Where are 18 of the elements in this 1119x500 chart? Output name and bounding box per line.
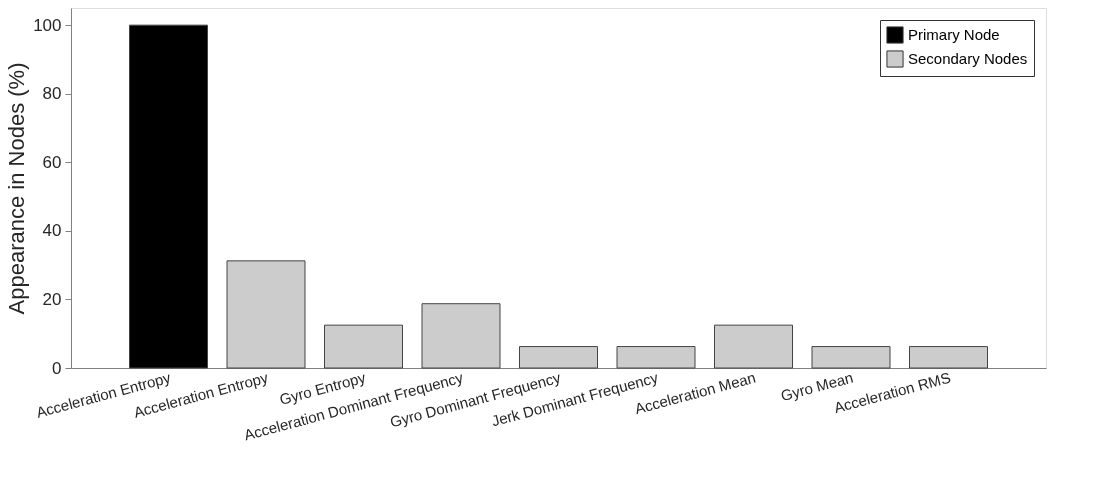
bar <box>811 346 891 369</box>
y-tick-label: 20 <box>42 289 62 309</box>
bar <box>714 324 793 369</box>
bar <box>909 346 988 369</box>
y-axis-title: Appearance in Nodes (%) <box>4 62 30 315</box>
legend-label: Primary Node <box>908 26 1000 43</box>
bar <box>616 346 696 369</box>
bar <box>129 24 208 369</box>
y-tick-label: 0 <box>52 358 62 378</box>
y-tick-label: 40 <box>42 221 62 241</box>
bar <box>421 303 501 369</box>
y-tick-label: 60 <box>42 152 62 172</box>
bar <box>519 346 598 369</box>
y-tick-label: 80 <box>42 84 62 104</box>
y-tick-label: 100 <box>33 15 62 35</box>
legend-label: Secondary Nodes <box>908 50 1028 67</box>
bar <box>324 324 403 369</box>
bar <box>226 260 306 369</box>
